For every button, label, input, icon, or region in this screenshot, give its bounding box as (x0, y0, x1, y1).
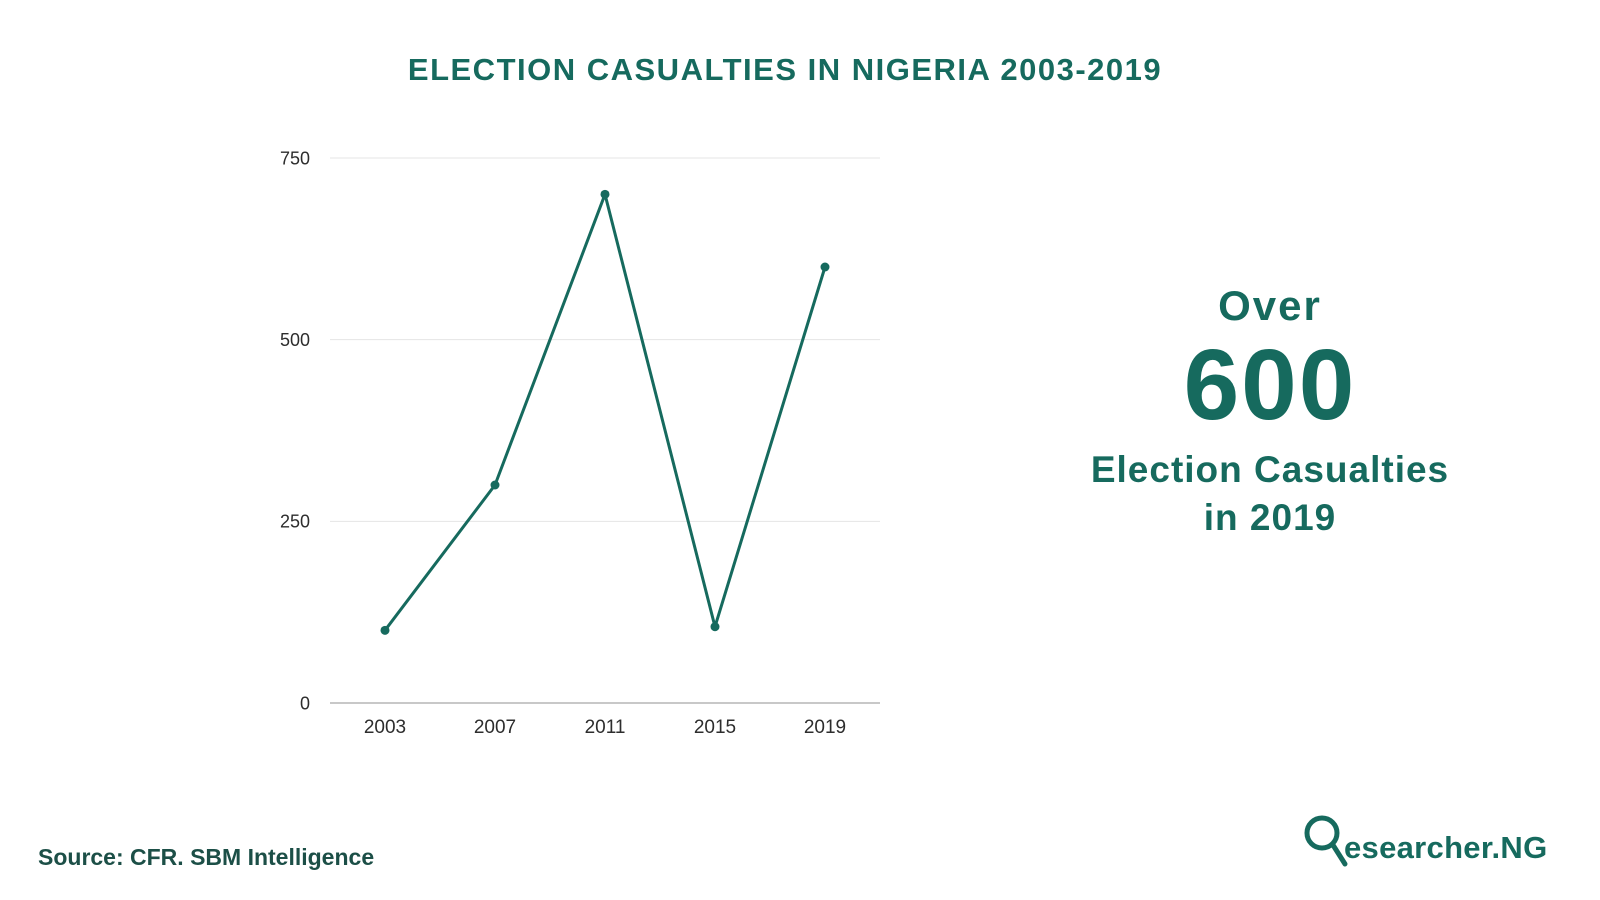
logo-text: esearcher.NG (1344, 830, 1548, 865)
callout-caption-1: Election Casualties (1090, 449, 1450, 490)
line-chart-svg: 0 250 500 750 2003 2007 2011 2015 2019 (280, 148, 880, 738)
svg-text:2015: 2015 (694, 717, 736, 738)
line-chart: 0 250 500 750 2003 2007 2011 2015 2019 (240, 100, 920, 760)
callout-caption-2: in 2019 (1203, 497, 1337, 539)
svg-text:2003: 2003 (364, 717, 406, 738)
source-credit: Source: CFR. SBM Intelligence (38, 844, 375, 870)
chart-title: ELECTION CASUALTIES IN NIGERIA 2003-2019 (407, 52, 1163, 87)
callout-over: Over (1218, 282, 1322, 329)
svg-text:2007: 2007 (474, 717, 516, 738)
svg-text:2011: 2011 (585, 717, 626, 738)
callout-block: Over 600 Election Casualties in 2019 (1040, 282, 1500, 542)
callout-number: 600 (1183, 329, 1357, 441)
svg-text:0: 0 (300, 693, 310, 713)
svg-text:750: 750 (280, 148, 310, 168)
svg-text:2019: 2019 (804, 717, 846, 738)
svg-text:250: 250 (280, 512, 310, 532)
svg-text:500: 500 (280, 330, 310, 350)
researcher-logo: esearcher.NG (1300, 808, 1548, 868)
magnifier-r-icon (1304, 815, 1348, 867)
